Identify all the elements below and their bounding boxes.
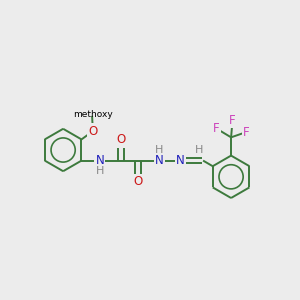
Text: O: O [134, 175, 143, 188]
Text: O: O [116, 134, 126, 146]
Text: N: N [95, 154, 104, 167]
Text: N: N [176, 154, 185, 167]
Text: O: O [88, 125, 97, 138]
Text: H: H [96, 166, 104, 176]
Text: methoxy: methoxy [74, 110, 113, 119]
Text: F: F [213, 122, 220, 135]
Text: F: F [243, 125, 250, 139]
Text: N: N [155, 154, 164, 167]
Text: H: H [155, 145, 164, 155]
Text: H: H [194, 145, 203, 155]
Text: F: F [229, 114, 236, 127]
